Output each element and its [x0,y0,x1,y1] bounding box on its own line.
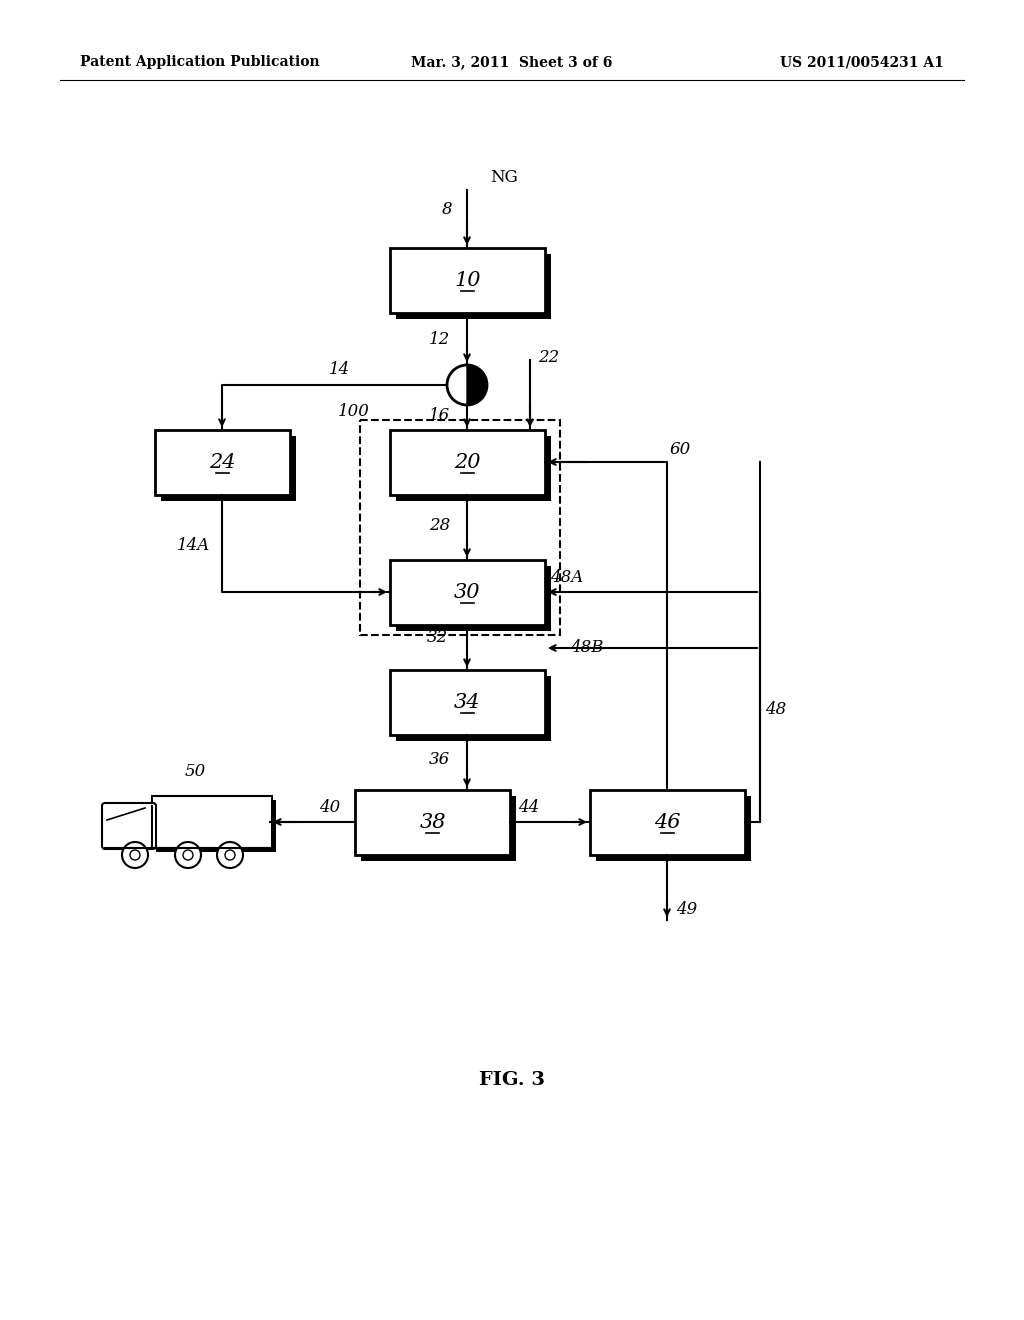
Text: 8: 8 [441,202,452,219]
Text: 12: 12 [429,331,450,348]
Text: 46: 46 [654,813,681,832]
Bar [396,676,551,741]
Bar [390,430,545,495]
Bar [361,796,516,861]
Text: 22: 22 [538,350,559,367]
Circle shape [217,842,243,869]
FancyBboxPatch shape [102,803,156,849]
Text: 24: 24 [209,453,236,473]
Wedge shape [467,366,487,405]
Text: FIG. 3: FIG. 3 [479,1071,545,1089]
Bar [396,566,551,631]
Bar [360,420,560,635]
Bar [396,253,551,319]
Circle shape [447,366,487,405]
Text: Mar. 3, 2011  Sheet 3 of 6: Mar. 3, 2011 Sheet 3 of 6 [412,55,612,69]
Bar [390,248,545,313]
Text: 34: 34 [455,693,480,711]
Text: US 2011/0054231 A1: US 2011/0054231 A1 [780,55,944,69]
Bar [355,789,510,855]
Circle shape [183,850,193,861]
Bar [390,560,545,624]
Text: 14A: 14A [177,536,210,553]
Circle shape [122,842,148,869]
Bar [156,800,276,851]
Text: 44: 44 [518,800,540,817]
Bar [396,436,551,502]
Text: 28: 28 [429,516,450,533]
Text: Patent Application Publication: Patent Application Publication [80,55,319,69]
Text: 36: 36 [429,751,450,768]
Bar [390,671,545,735]
Text: 16: 16 [429,407,450,424]
Bar [152,796,272,847]
Text: 50: 50 [184,763,206,780]
Text: NG: NG [490,169,518,186]
Circle shape [175,842,201,869]
Bar [161,436,296,502]
Bar [155,430,290,495]
Circle shape [130,850,140,861]
Text: 14: 14 [329,362,350,379]
Text: 60: 60 [670,441,691,458]
Text: 32: 32 [427,630,449,647]
Text: 40: 40 [318,800,340,817]
Text: 38: 38 [419,813,445,832]
Bar [596,796,751,861]
Text: 48B: 48B [570,639,603,656]
Text: 49: 49 [676,902,697,919]
Text: 48: 48 [765,701,786,718]
Text: 100: 100 [338,404,370,421]
Text: 20: 20 [455,453,480,473]
Text: 30: 30 [455,583,480,602]
Text: 10: 10 [455,271,480,290]
Circle shape [225,850,234,861]
Text: 48A: 48A [550,569,584,586]
Bar [590,789,745,855]
